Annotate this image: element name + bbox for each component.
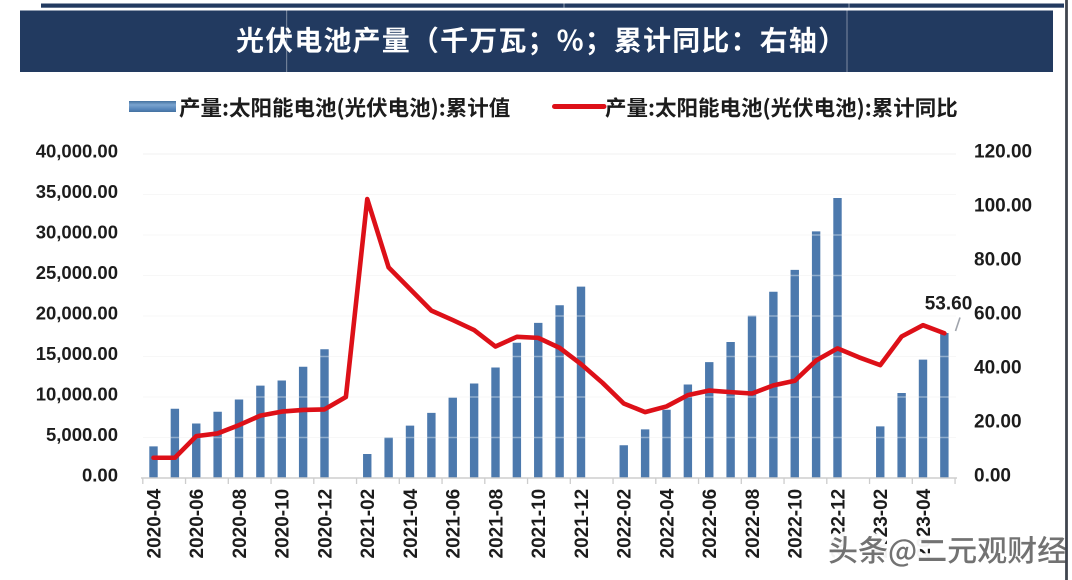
svg-text:40.00: 40.00 <box>974 358 1022 379</box>
svg-text:80.00: 80.00 <box>974 250 1022 271</box>
svg-text:30,000.00: 30,000.00 <box>36 222 118 243</box>
svg-text:2021-02: 2021-02 <box>358 489 379 559</box>
svg-text:25,000.00: 25,000.00 <box>36 262 118 283</box>
svg-text:2021-12: 2021-12 <box>572 489 593 559</box>
svg-text:2022-04: 2022-04 <box>657 488 678 558</box>
svg-text:10,000.00: 10,000.00 <box>36 384 118 405</box>
svg-text:60.00: 60.00 <box>974 304 1022 325</box>
svg-text:35,000.00: 35,000.00 <box>36 181 118 202</box>
svg-text:2022-10: 2022-10 <box>786 489 807 559</box>
svg-text:40,000.00: 40,000.00 <box>36 141 118 162</box>
svg-text:2020-06: 2020-06 <box>187 489 208 559</box>
svg-text:100.00: 100.00 <box>974 196 1032 217</box>
svg-text:120.00: 120.00 <box>974 142 1032 163</box>
svg-text:2020-08: 2020-08 <box>230 489 251 559</box>
svg-text:2021-08: 2021-08 <box>486 489 507 559</box>
svg-text:0.00: 0.00 <box>974 466 1011 487</box>
svg-text:2022-08: 2022-08 <box>743 489 764 559</box>
svg-text:2022-06: 2022-06 <box>700 489 721 559</box>
svg-text:2020-04: 2020-04 <box>144 488 165 558</box>
svg-text:15,000.00: 15,000.00 <box>36 343 118 364</box>
svg-text:2022-02: 2022-02 <box>615 489 636 559</box>
svg-text:2021-10: 2021-10 <box>529 489 550 559</box>
svg-text:20,000.00: 20,000.00 <box>36 303 118 324</box>
svg-text:0.00: 0.00 <box>82 465 118 486</box>
svg-text:2020-12: 2020-12 <box>315 489 336 559</box>
svg-text:20.00: 20.00 <box>974 412 1022 433</box>
svg-text:5,000.00: 5,000.00 <box>46 424 118 445</box>
svg-text:53.60: 53.60 <box>925 293 973 314</box>
svg-text:2020-10: 2020-10 <box>273 489 294 559</box>
svg-text:2021-06: 2021-06 <box>444 489 465 559</box>
svg-text:2021-04: 2021-04 <box>401 488 422 558</box>
